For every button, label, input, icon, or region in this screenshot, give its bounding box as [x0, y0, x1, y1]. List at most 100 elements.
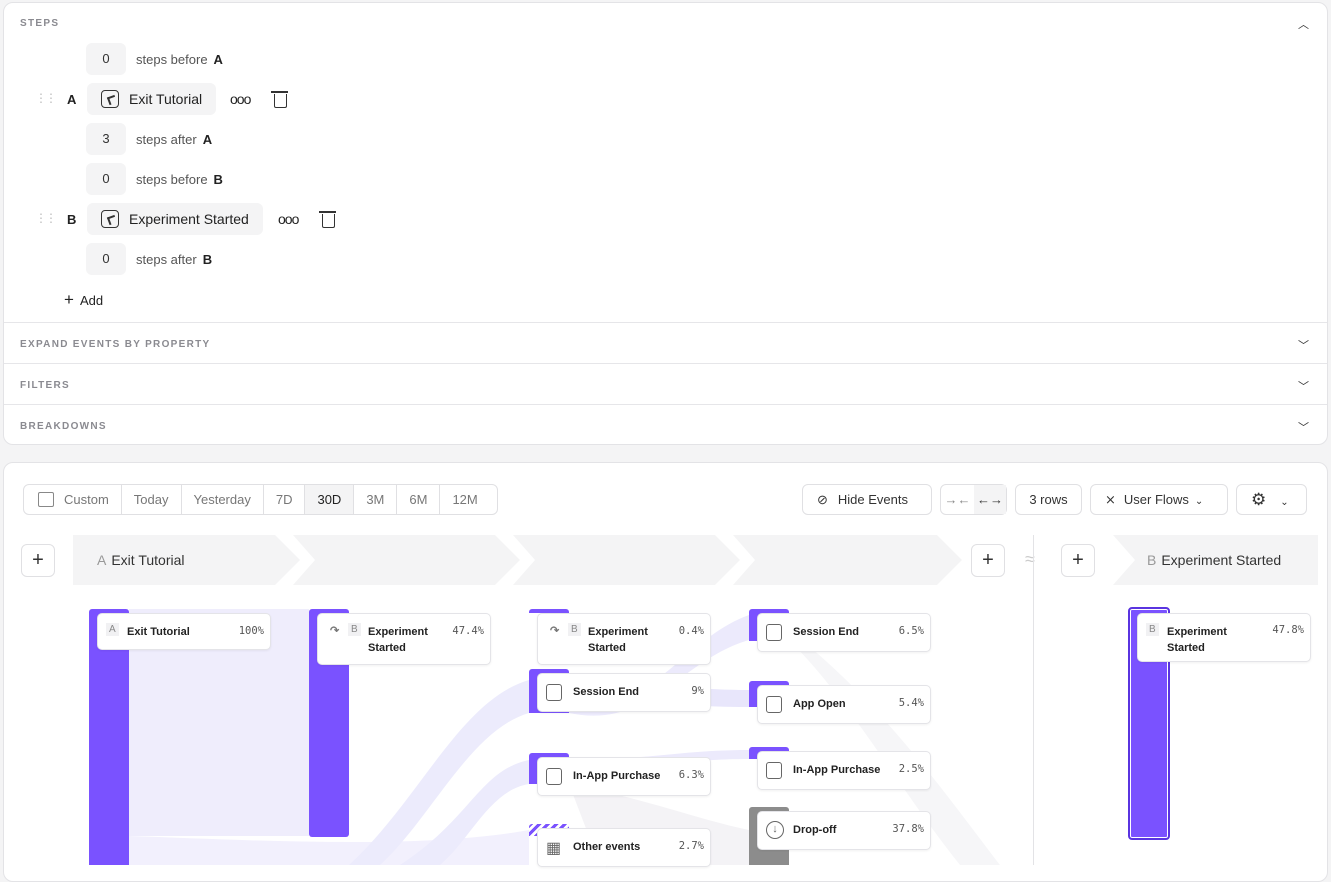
node-name: Other events [573, 841, 641, 853]
node-percent: 100% [238, 625, 264, 637]
settings-dropdown[interactable]: ⚙ ⌄ [1236, 484, 1307, 515]
step-letter: B [348, 623, 361, 636]
add-label: Add [79, 293, 104, 308]
date-12m[interactable]: 12M [452, 492, 478, 507]
node-card[interactable]: Session End 9% [537, 673, 711, 712]
node-card[interactable]: ↷ B Experiment Started 47.4% [317, 613, 491, 665]
node-name: Exit Tutorial [127, 626, 190, 638]
flows-icon: ⨯ [1105, 492, 1116, 507]
step-letter: B [1146, 623, 1159, 636]
steps-after-b-label: steps after B [136, 252, 212, 267]
trash-icon[interactable] [271, 91, 288, 108]
node-percent: 0.4% [678, 625, 704, 637]
node-percent: 47.8% [1272, 624, 1304, 636]
click-event-icon [766, 624, 782, 641]
node-card[interactable]: Session End 6.5% [757, 613, 931, 652]
more-options-icon[interactable]: ooo [230, 91, 251, 107]
expand-events-header[interactable]: EXPAND EVENTS BY PROPERTY [20, 339, 211, 350]
node-card[interactable]: In-App Purchase 6.3% [537, 757, 711, 796]
view-label: User Flows [1123, 492, 1189, 507]
date-label: Custom [64, 492, 109, 507]
plus-icon: + [64, 290, 74, 309]
steps-header: STEPS [20, 18, 60, 29]
node-name: Experiment Started [1167, 626, 1227, 654]
expand-icon[interactable]: ←→ [974, 485, 1006, 514]
event-a-selector[interactable]: Exit Tutorial [87, 83, 217, 115]
hide-events-label: Hide Events [837, 492, 908, 507]
label-text: steps before [136, 52, 208, 67]
node-name: In-App Purchase [573, 770, 661, 782]
collapse-chevron-icon[interactable]: ︿ [1298, 19, 1309, 31]
node-bar[interactable] [89, 609, 129, 865]
chevron-down-icon[interactable]: ﹀ [1298, 422, 1309, 434]
date-yesterday[interactable]: Yesterday [182, 485, 264, 514]
step-letter: B [202, 252, 213, 267]
date-custom[interactable]: Custom [24, 485, 122, 514]
add-step-before-button[interactable]: + [21, 544, 55, 577]
date-30d[interactable]: 30D [305, 485, 355, 514]
column-header [293, 535, 520, 585]
node-percent: 6.3% [678, 769, 704, 781]
steps-after-a-label: steps after A [136, 132, 212, 147]
node-percent: 37.8% [892, 823, 924, 835]
node-name: App Open [793, 698, 846, 710]
view-type-dropdown[interactable]: ⨯ User Flows ⌄ [1090, 484, 1228, 515]
event-b-selector[interactable]: Experiment Started [87, 203, 263, 235]
step-letter: A [106, 623, 119, 636]
node-card[interactable]: ▦ Other events 2.7% [537, 828, 711, 867]
node-percent: 6.5% [898, 625, 924, 637]
column-header-label: A Exit Tutorial [97, 552, 184, 568]
step-letter: A [213, 52, 223, 67]
column-header-b: B Experiment Started [1113, 535, 1318, 585]
node-name: Experiment Started [588, 626, 648, 654]
steps-before-b-label: steps before B [136, 172, 223, 187]
breakdowns-header[interactable]: BREAKDOWNS [20, 421, 107, 432]
trash-icon[interactable] [319, 211, 336, 228]
node-card[interactable]: ↷ B Experiment Started 0.4% [537, 613, 711, 665]
rows-button[interactable]: 3 rows [1015, 484, 1082, 515]
node-bar-selected[interactable] [1128, 607, 1170, 840]
date-today[interactable]: Today [122, 485, 182, 514]
add-step-after-button[interactable]: + [971, 544, 1005, 577]
step-letter: B [213, 172, 223, 187]
date-6m[interactable]: 6M [397, 485, 441, 514]
node-card[interactable]: ↓ Drop-off 37.8% [757, 811, 931, 850]
add-step-before-b-button[interactable]: + [1061, 544, 1095, 577]
date-3m[interactable]: 3M [354, 485, 398, 514]
node-percent: 2.5% [898, 763, 924, 775]
node-card[interactable]: A Exit Tutorial 100% [97, 613, 271, 650]
node-card[interactable]: B Experiment Started 47.8% [1137, 613, 1311, 662]
click-event-icon [766, 762, 782, 779]
steps-after-a-input[interactable]: 3 [86, 123, 126, 155]
node-card[interactable]: In-App Purchase 2.5% [757, 751, 931, 790]
label-text: steps after [136, 132, 197, 147]
node-name: Session End [793, 626, 860, 638]
step-letter-b: B [67, 212, 77, 227]
collapse-icon[interactable]: →← [944, 492, 971, 507]
more-options-icon[interactable]: ooo [278, 211, 299, 227]
node-bar[interactable] [529, 609, 569, 613]
eye-off-icon: ⊘ [817, 492, 828, 507]
step-letter-a: A [67, 92, 77, 107]
add-step-button[interactable]: + Add [64, 290, 103, 310]
steps-after-b-input[interactable]: 0 [86, 243, 126, 275]
event-name: Experiment Started [129, 211, 249, 227]
date-7d[interactable]: 7D [264, 485, 306, 514]
steps-before-a-input[interactable]: 0 [86, 43, 126, 75]
drag-handle-icon[interactable]: ⋮⋮ [35, 91, 57, 105]
steps-before-a-label: steps before A [136, 52, 223, 67]
calendar-icon [38, 492, 54, 507]
filters-header[interactable]: FILTERS [20, 380, 71, 391]
steps-before-b-input[interactable]: 0 [86, 163, 126, 195]
node-percent: 47.4% [452, 625, 484, 637]
step-letter: A [202, 132, 213, 147]
drag-handle-icon[interactable]: ⋮⋮ [35, 211, 57, 225]
hide-events-button[interactable]: ⊘ Hide Events [802, 484, 932, 515]
node-card[interactable]: App Open 5.4% [757, 685, 931, 724]
column-header [733, 535, 962, 585]
chevron-down-icon[interactable]: ﹀ [1298, 381, 1309, 393]
label-text: steps before [136, 172, 208, 187]
event-name: Exit Tutorial [111, 552, 185, 568]
chevron-down-icon[interactable]: ﹀ [1298, 340, 1309, 352]
event-name: Experiment Started [1161, 552, 1282, 568]
